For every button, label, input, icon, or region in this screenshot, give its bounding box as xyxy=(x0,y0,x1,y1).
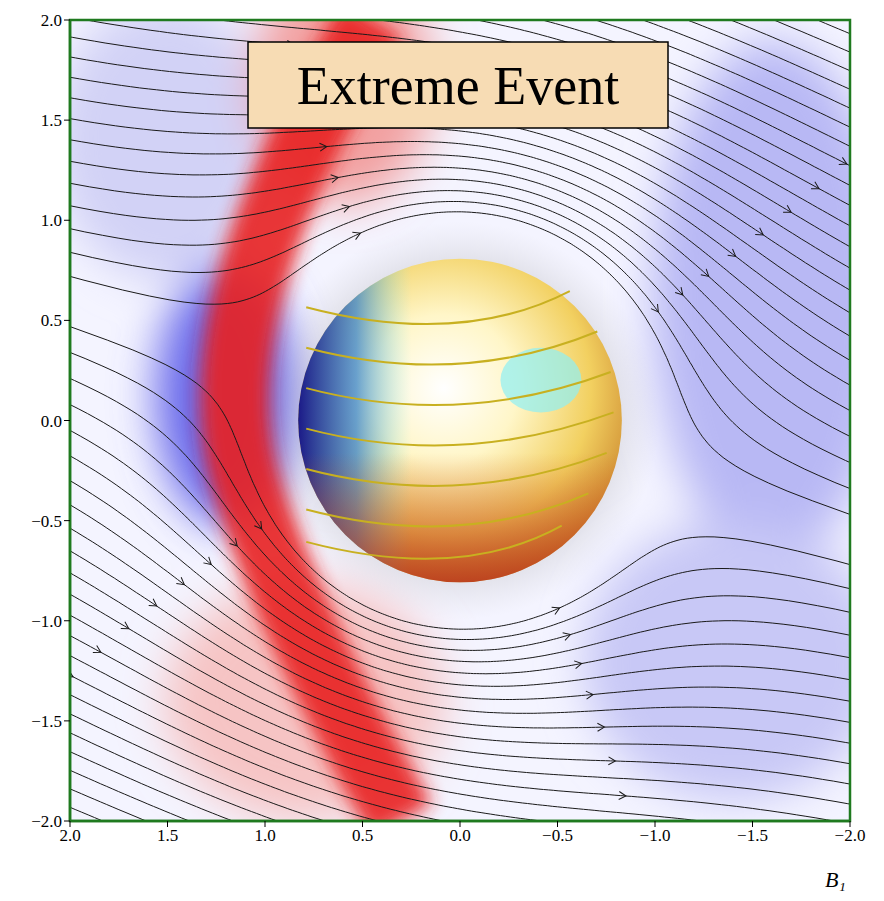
svg-text:1.0: 1.0 xyxy=(41,211,62,230)
svg-text:−2.0: −2.0 xyxy=(31,812,62,831)
svg-text:2.0: 2.0 xyxy=(59,826,80,845)
svg-text:B₁: B₁ xyxy=(825,867,846,892)
svg-text:1.5: 1.5 xyxy=(157,826,178,845)
svg-text:−1.5: −1.5 xyxy=(737,826,768,845)
svg-text:−1.5: −1.5 xyxy=(31,712,62,731)
svg-text:1.0: 1.0 xyxy=(254,826,275,845)
svg-text:−1.0: −1.0 xyxy=(31,612,62,631)
svg-text:1.5: 1.5 xyxy=(41,111,62,130)
svg-text:−1.0: −1.0 xyxy=(640,826,671,845)
svg-text:−0.5: −0.5 xyxy=(31,512,62,531)
svg-text:0.5: 0.5 xyxy=(352,826,373,845)
svg-text:2.0: 2.0 xyxy=(41,11,62,30)
svg-text:−0.5: −0.5 xyxy=(542,826,573,845)
svg-text:0.0: 0.0 xyxy=(41,412,62,431)
svg-text:Extreme Event: Extreme Event xyxy=(297,56,619,116)
svg-text:−2.0: −2.0 xyxy=(835,826,866,845)
svg-text:0.0: 0.0 xyxy=(449,826,470,845)
svg-text:0.5: 0.5 xyxy=(41,311,62,330)
